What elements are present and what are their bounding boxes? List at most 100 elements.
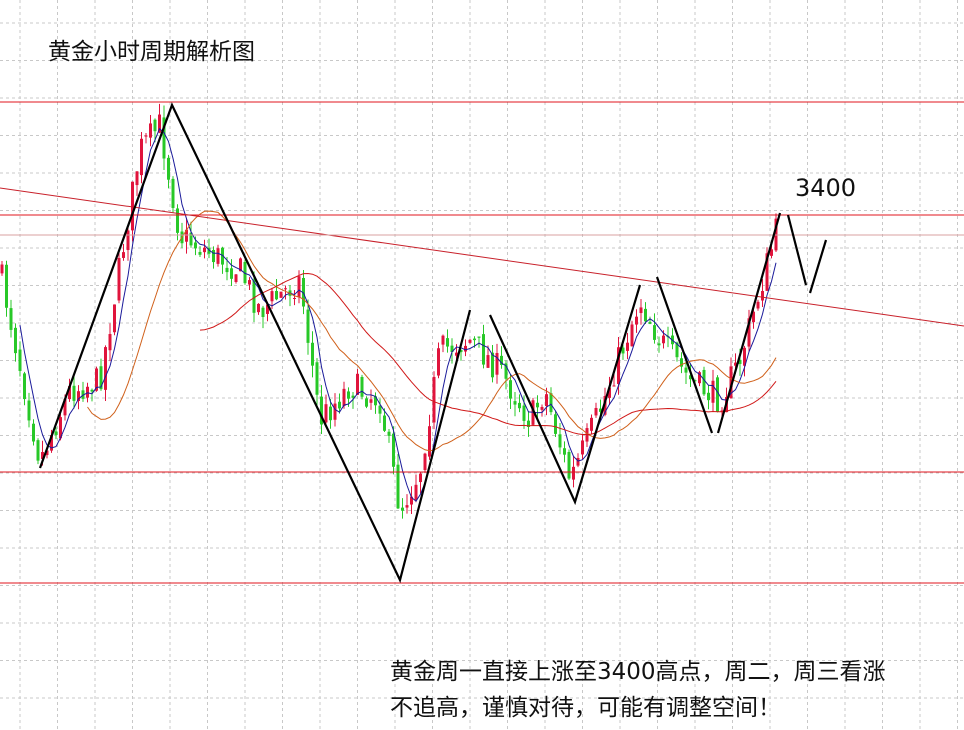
- candle-body: [509, 380, 512, 399]
- candle-body: [698, 372, 701, 384]
- candle-body: [311, 342, 314, 366]
- candle-body: [171, 178, 175, 208]
- candle-body: [234, 274, 238, 282]
- candle-body: [5, 264, 8, 308]
- candle-body: [504, 363, 508, 379]
- candle-body: [621, 347, 625, 354]
- moving-average: [87, 210, 777, 452]
- candle-body: [756, 301, 760, 309]
- candle-body: [495, 352, 499, 375]
- candle-body: [450, 345, 454, 353]
- candle-body: [522, 405, 526, 421]
- candle-body: [486, 355, 490, 368]
- candle-body: [464, 345, 467, 352]
- candle-body: [306, 309, 310, 343]
- level-label: 3400: [795, 174, 857, 202]
- candle-body: [18, 349, 22, 371]
- candle-body: [72, 385, 76, 401]
- candle-body: [612, 385, 616, 387]
- candle-body: [32, 423, 35, 442]
- candle-body: [473, 338, 476, 341]
- candle-body: [230, 268, 233, 279]
- candle-body: [126, 230, 130, 250]
- candle-body: [680, 358, 683, 367]
- candle-body: [770, 249, 773, 256]
- candle-body: [491, 352, 494, 378]
- candle-body: [405, 505, 409, 508]
- candle-body: [675, 342, 679, 358]
- candle-body: [333, 403, 337, 420]
- candle-body: [95, 368, 98, 391]
- candle-body: [437, 348, 440, 376]
- candle-body: [342, 388, 346, 406]
- candle-body: [558, 434, 562, 448]
- candle-body: [315, 362, 319, 395]
- candle-body: [689, 375, 692, 380]
- candle-body: [162, 117, 166, 159]
- candle-body: [567, 451, 571, 479]
- candle-body: [144, 135, 148, 137]
- candle-body: [203, 247, 206, 253]
- candle-body: [158, 114, 161, 133]
- candle-body: [702, 369, 706, 395]
- candle-body: [711, 380, 715, 403]
- candle-body: [378, 405, 382, 414]
- candle-body: [297, 276, 301, 298]
- candle-body: [338, 401, 341, 409]
- candle-body: [207, 247, 211, 254]
- trend-line: [0, 187, 964, 327]
- candle-body: [545, 394, 548, 407]
- candle-body: [252, 279, 256, 313]
- candle-body: [135, 171, 139, 186]
- wave-lines: [38, 102, 828, 584]
- wave: [716, 212, 782, 434]
- candle-body: [279, 291, 283, 298]
- candle-body: [608, 387, 611, 398]
- candle-body: [707, 392, 710, 401]
- candle-body: [617, 347, 620, 384]
- candle-body: [662, 335, 665, 344]
- candle-body: [257, 303, 260, 313]
- wave: [808, 239, 828, 294]
- candle-body: [324, 404, 328, 423]
- candle-body: [329, 406, 332, 421]
- candle-body: [275, 290, 278, 300]
- candle-body: [738, 359, 742, 364]
- candle-body: [0, 264, 4, 274]
- candle-body: [441, 335, 445, 345]
- candle-body: [410, 496, 413, 505]
- candle-body: [513, 401, 517, 405]
- candle-body: [108, 334, 112, 351]
- candle-body: [176, 208, 179, 233]
- candle-body: [401, 507, 404, 511]
- candle-body: [743, 347, 746, 366]
- candle-body: [648, 321, 652, 324]
- candle-body: [194, 242, 197, 249]
- candle-body: [635, 316, 638, 325]
- note-line: 黄金周一直接上涨至3400高点，周二，周三看涨: [390, 659, 886, 685]
- candle-body: [455, 352, 458, 356]
- candle-body: [248, 280, 251, 285]
- candles: [0, 103, 778, 519]
- candle-body: [468, 339, 472, 343]
- candle-body: [41, 452, 44, 459]
- candle-body: [720, 410, 724, 412]
- candle-body: [284, 288, 287, 290]
- candle-body: [644, 308, 647, 322]
- candle-body: [63, 398, 67, 416]
- candle-body: [239, 258, 242, 272]
- candle-body: [459, 349, 463, 353]
- candle-body: [347, 391, 350, 399]
- candle-body: [500, 355, 503, 365]
- candle-body: [50, 434, 53, 451]
- candle-body: [419, 473, 422, 483]
- candle-body: [594, 407, 598, 416]
- wave: [786, 214, 808, 286]
- candle-body: [590, 417, 593, 431]
- candle-body: [599, 408, 602, 412]
- candle-body: [747, 318, 751, 347]
- candle-body: [293, 297, 296, 299]
- candle-body: [261, 307, 265, 317]
- candle-body: [684, 367, 688, 373]
- candle-body: [549, 393, 553, 413]
